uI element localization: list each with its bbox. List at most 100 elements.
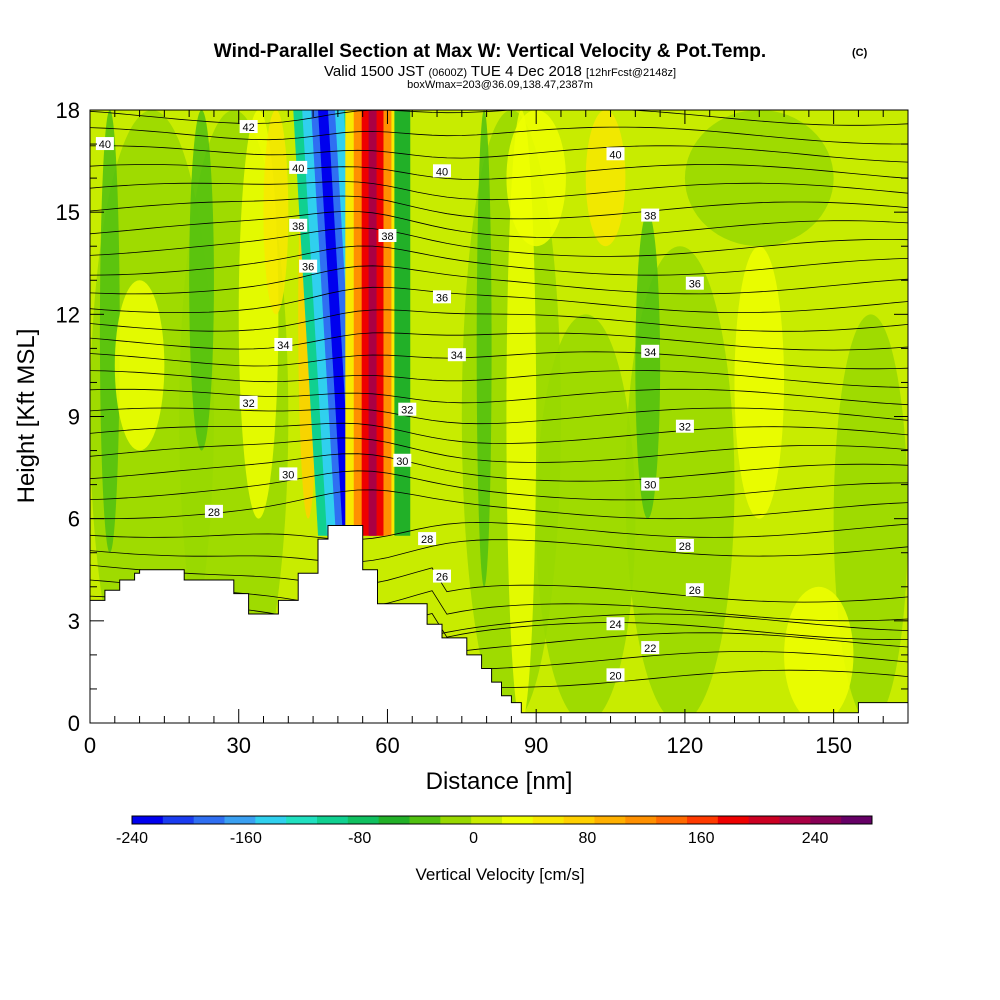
theta-contour-line-13	[90, 422, 908, 444]
theta-contour-line-12	[90, 437, 908, 463]
theta-label-25: 40	[432, 164, 451, 178]
colorbar-tick-label: -80	[348, 830, 371, 847]
theta-contour-line-21	[90, 265, 908, 295]
theta-label-text: 20	[609, 670, 621, 682]
theta-label-text: 22	[644, 643, 656, 655]
theta-label-text: 30	[644, 480, 656, 492]
updraft-core	[293, 110, 411, 536]
theta-label-2: 24	[606, 617, 625, 631]
theta-label-19: 36	[685, 276, 704, 291]
theta-contour-line-29	[90, 126, 908, 145]
colorbar-swatch-1	[162, 816, 195, 824]
valid-prefix: Valid 1500 JST	[324, 63, 424, 80]
velocity-blob-15	[734, 246, 785, 519]
colorbar-swatch-14	[563, 816, 595, 824]
theta-contour-line-8	[90, 521, 908, 541]
velocity-blob-14	[506, 110, 537, 723]
colorbar-swatch-6	[317, 816, 349, 824]
colorbar-swatch-15	[594, 816, 626, 824]
theta-label-text: 40	[436, 166, 448, 178]
colorbar-swatch-16	[625, 816, 657, 824]
theta-label-text: 42	[243, 122, 255, 134]
valid-date: TUE 4 Dec 2018	[471, 63, 582, 80]
colorbar-label: Vertical Velocity [cm/s]	[415, 865, 584, 884]
valid-fcst: [12hrFcst@2148z]	[586, 67, 676, 79]
theta-contour-labels: 20 22 24 26 26 28 28 28 30 30 30 32 32 32 34 34 34 36 36 36…	[95, 120, 704, 682]
colorbar-tick-label: -240	[116, 830, 148, 847]
theta-contour-line-11	[90, 453, 908, 482]
colorbar-swatch-9	[409, 816, 441, 824]
colorbar-swatch-23	[841, 816, 873, 824]
colorbar-tick-label: 240	[802, 830, 829, 847]
colorbar-tick-label: 0	[469, 830, 478, 847]
x-tick-label: 0	[84, 733, 96, 758]
theta-label-text: 36	[689, 279, 701, 291]
velocity-blob-16	[506, 110, 566, 247]
theta-label-20: 38	[289, 218, 308, 233]
theta-label-text: 32	[679, 422, 691, 434]
colorbar-swatch-19	[717, 816, 750, 824]
theta-contour-line-9	[90, 489, 908, 520]
colorbar-swatch-3	[224, 816, 256, 824]
theta-label-text: 26	[689, 585, 701, 597]
theta-label-text: 30	[396, 456, 408, 468]
theta-label-text: 40	[609, 149, 621, 161]
colorbar	[131, 815, 873, 825]
theta-label-text: 38	[292, 221, 304, 233]
theta-label-1: 22	[641, 641, 660, 655]
theta-contour-line-15	[90, 388, 908, 406]
downdraft-band-core	[318, 110, 353, 536]
theta-label-text: 32	[401, 405, 413, 417]
colorbar-swatch-17	[656, 816, 688, 824]
colorbar-tick-label: -160	[230, 830, 262, 847]
theta-contour-line-27	[90, 164, 908, 180]
x-axis-label: Distance [nm]	[426, 768, 573, 795]
x-tick-label: 30	[226, 733, 250, 758]
theta-label-0: 20	[606, 668, 625, 682]
y-tick-label: 3	[68, 609, 80, 634]
x-tick-label: 90	[524, 733, 548, 758]
theta-contour-line-14	[90, 407, 908, 425]
colorbar-swatch-2	[193, 816, 225, 824]
velocity-blob-12	[263, 110, 289, 315]
y-axis-label: Height [Kft MSL]	[13, 329, 40, 504]
theta-contour-line-25	[90, 195, 908, 220]
y-tick-label: 15	[56, 200, 80, 225]
theta-label-text: 34	[451, 350, 463, 362]
theta-label-text: 36	[436, 292, 448, 304]
theta-label-23: 40	[95, 137, 114, 151]
theta-label-27: 42	[239, 120, 258, 134]
theta-contour-line-22	[90, 245, 908, 276]
y-tick-label: 18	[56, 98, 80, 123]
theta-label-text: 28	[208, 507, 220, 519]
theta-label-26: 40	[606, 147, 625, 161]
y-tick-label: 12	[56, 302, 80, 327]
theta-label-text: 30	[282, 469, 294, 481]
theta-label-8: 30	[279, 467, 298, 481]
colorbar-tick-label: 160	[688, 830, 715, 847]
colorbar-frame	[131, 815, 873, 825]
theta-label-7: 28	[675, 538, 694, 553]
theta-label-text: 28	[679, 541, 691, 553]
velocity-blob-7	[189, 110, 214, 451]
theta-label-text: 40	[99, 139, 111, 151]
theta-label-text: 38	[644, 211, 656, 223]
theta-label-9: 30	[393, 453, 412, 468]
theta-contour-line-7	[90, 539, 908, 563]
colorbar-swatch-12	[502, 816, 534, 824]
velocity-blob-6	[99, 110, 120, 553]
colorbar-tick-label: 80	[578, 830, 596, 847]
theta-label-10: 30	[641, 477, 660, 492]
theta-label-text: 28	[421, 534, 433, 546]
theta-label-4: 26	[685, 583, 704, 597]
x-tick-label: 60	[375, 733, 399, 758]
theta-contour-line-18	[90, 332, 908, 351]
y-tick-label: 0	[68, 711, 80, 736]
updraft-flank-green	[394, 110, 411, 536]
theta-label-3: 26	[432, 569, 451, 584]
colorbar-swatch-10	[440, 816, 472, 824]
x-tick-label: 120	[667, 733, 704, 758]
theta-label-22: 38	[641, 208, 660, 223]
